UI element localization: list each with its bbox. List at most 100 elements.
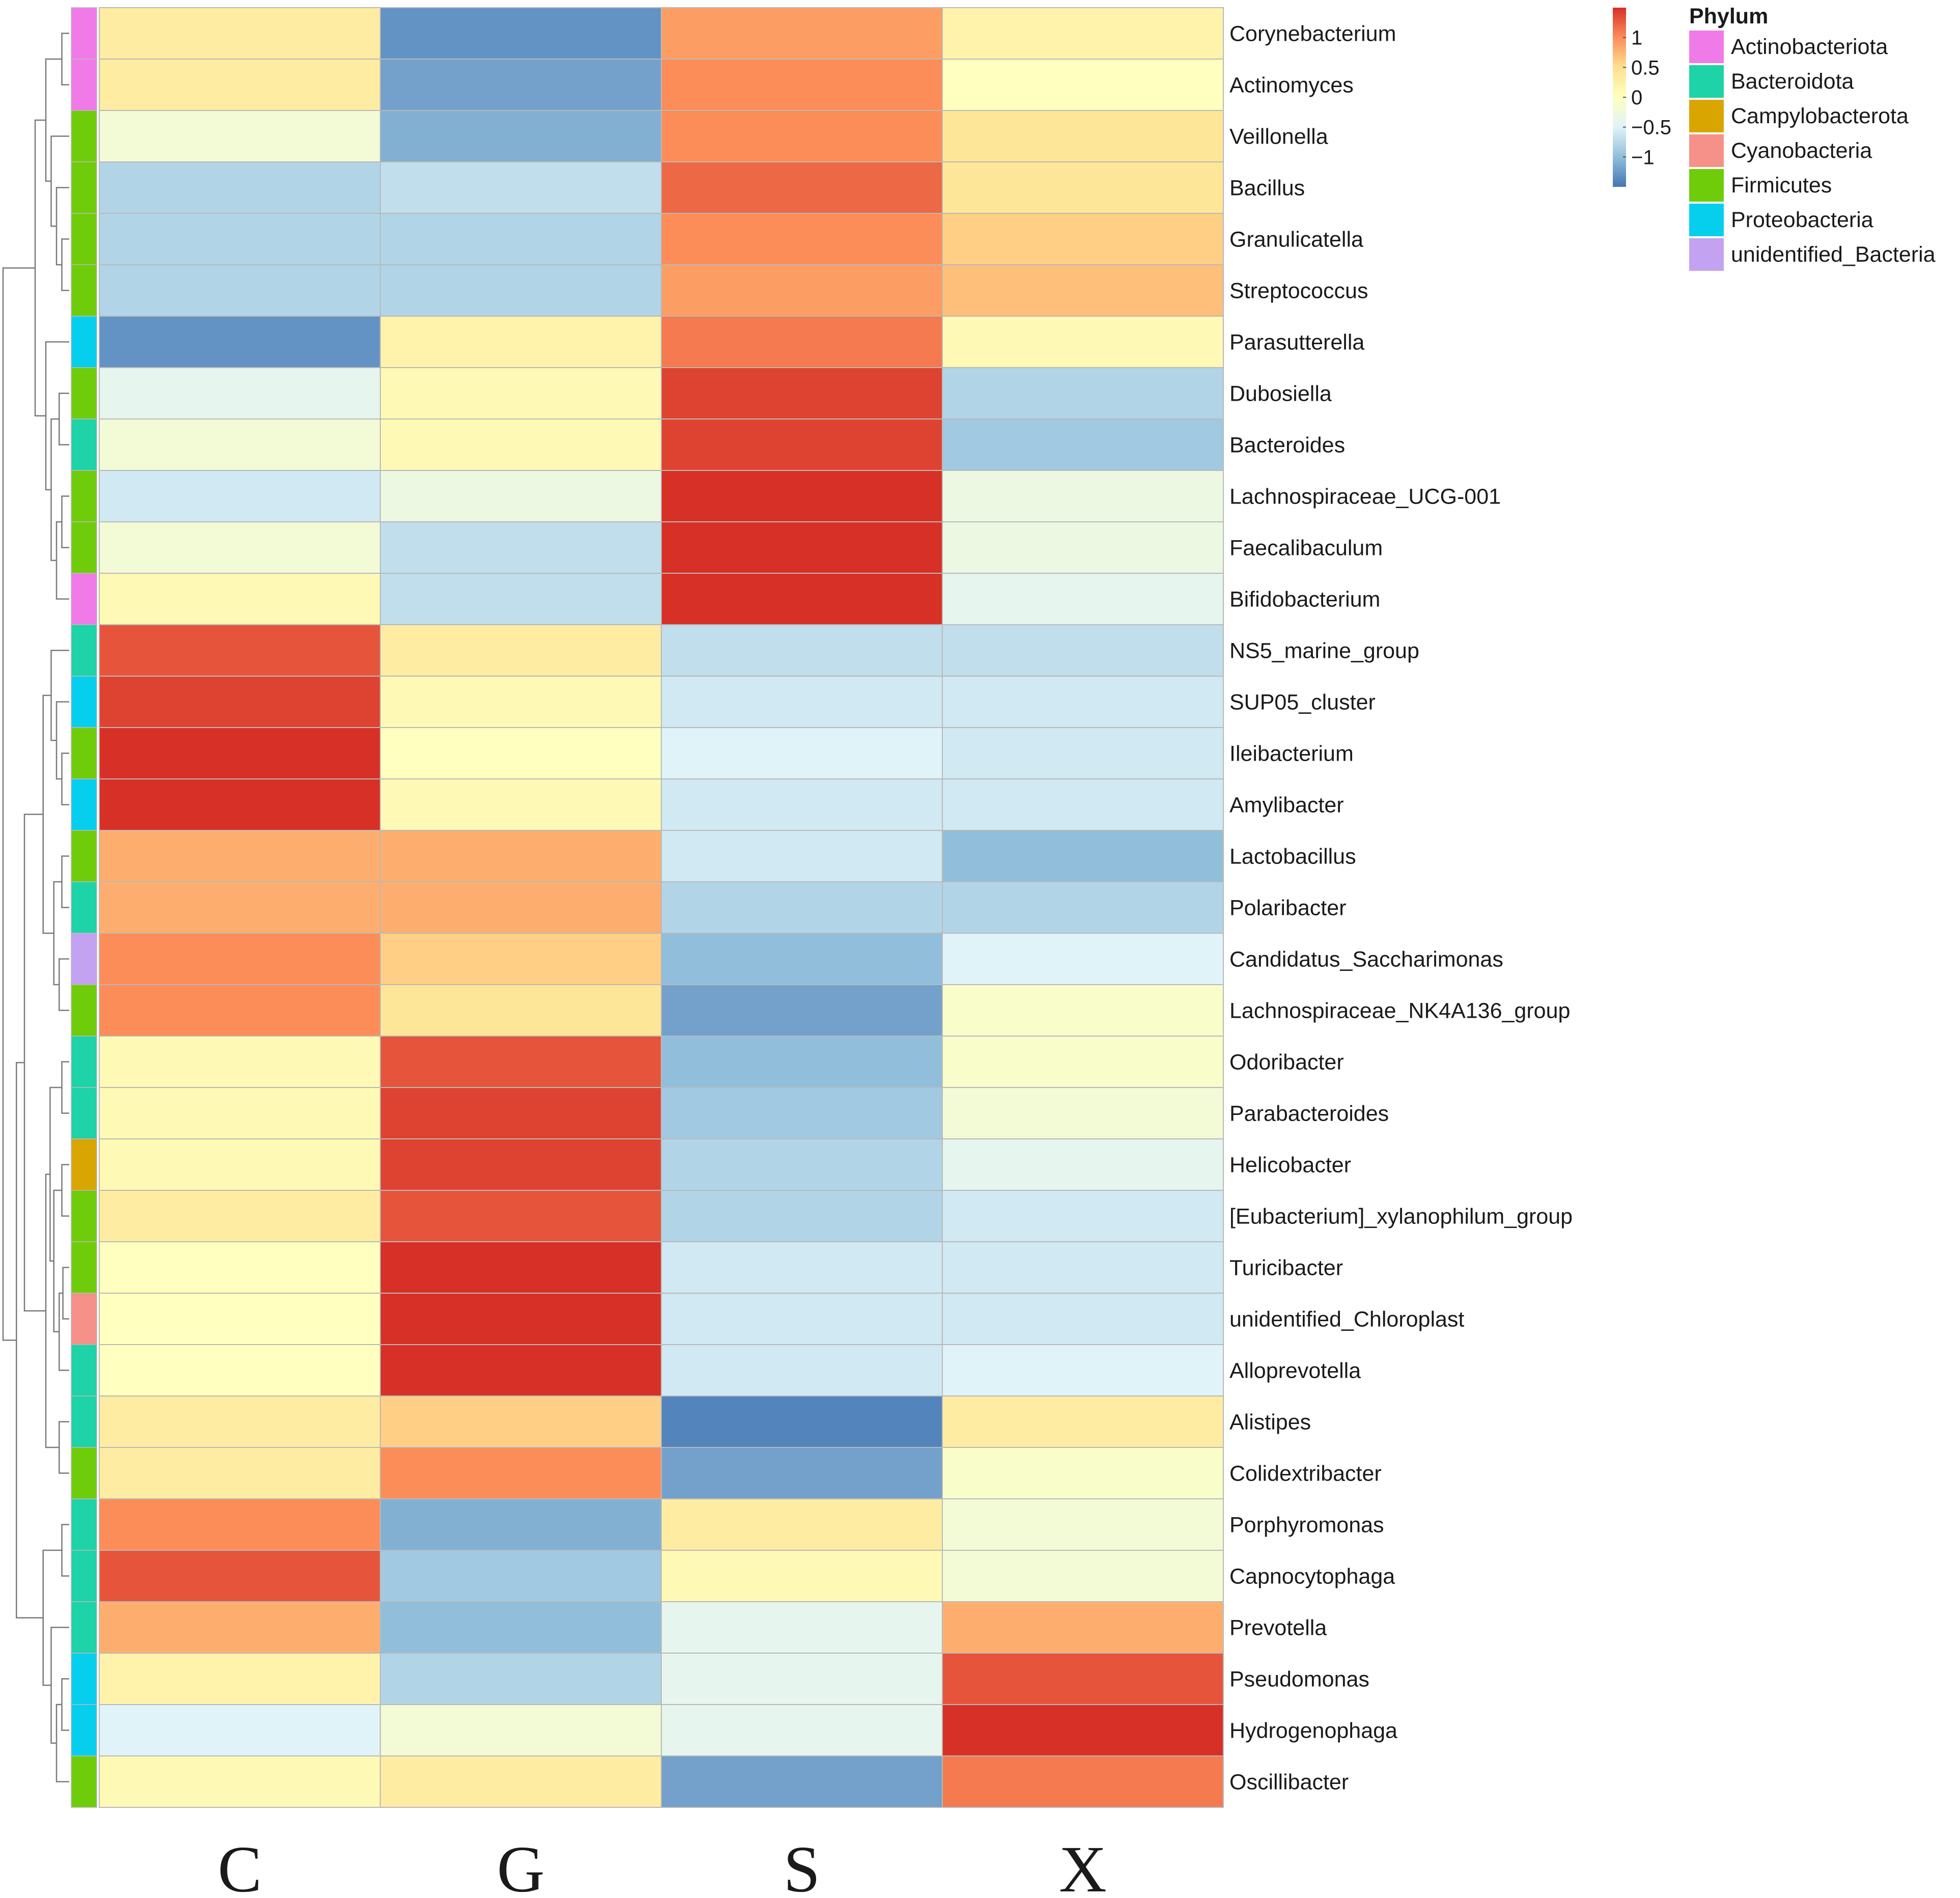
heatmap-cell: [661, 1498, 943, 1551]
heatmap-cell: [380, 1190, 662, 1242]
heatmap-cell: [942, 1704, 1224, 1756]
heatmap-cell: [99, 1241, 381, 1294]
row-label: Alistipes: [1229, 1410, 1311, 1435]
heatmap-cell: [99, 1447, 381, 1499]
heatmap-cell: [380, 1241, 662, 1294]
dendrogram-branch: [34, 119, 46, 416]
phylum-annotation-cell: [71, 727, 97, 779]
heatmap-cells: [99, 7, 1224, 1808]
heatmap-cell: [661, 984, 943, 1037]
heatmap-cell: [380, 7, 662, 60]
dendrogram-branch: [59, 958, 69, 1011]
phylum-annotation-cell: [71, 984, 97, 1037]
row-labels: Corynebacterium Actinomyces Veillonella Bac…: [1229, 22, 1573, 1795]
heatmap-cell: [942, 1550, 1224, 1602]
row-label: Corynebacterium: [1229, 22, 1396, 46]
heatmap-cell: [661, 1755, 943, 1808]
color-scale-tick-label: 0: [1631, 87, 1642, 109]
row-label: Parabacteroides: [1229, 1102, 1389, 1126]
legend-swatch: [1689, 31, 1724, 63]
heatmap-cell: [661, 161, 943, 214]
dendrogram-branch: [55, 701, 69, 780]
heatmap-cell: [99, 778, 381, 831]
heatmap-cell: [380, 778, 662, 831]
column-label: G: [497, 1833, 545, 1898]
heatmap-cell: [99, 573, 381, 625]
heatmap-cell: [942, 1653, 1224, 1705]
dendrogram-branch: [50, 418, 60, 561]
heatmap-cell: [380, 1293, 662, 1345]
heatmap-cell: [99, 1653, 381, 1705]
heatmap-cell: [661, 1550, 943, 1602]
heatmap-cell: [99, 521, 381, 574]
dendrogram-branch: [61, 1524, 69, 1577]
heatmap-cell: [661, 264, 943, 317]
heatmap-cell: [380, 830, 662, 882]
heatmap-cell: [661, 1601, 943, 1654]
dendrogram-branch: [61, 1061, 69, 1114]
heatmap-cell: [942, 1293, 1224, 1345]
phylum-annotation-cell: [71, 213, 97, 265]
heatmap-cell: [380, 881, 662, 934]
dendrogram-branch: [61, 495, 69, 548]
row-label: Bacteroides: [1229, 433, 1345, 458]
heatmap-cell: [661, 1447, 943, 1499]
heatmap-cell: [380, 676, 662, 728]
heatmap-cell: [942, 1241, 1224, 1294]
heatmap-cell: [380, 1087, 662, 1139]
heatmap-cell: [99, 1498, 381, 1551]
row-label: Candidatus_Saccharimonas: [1229, 947, 1503, 972]
phylum-annotation-cell: [71, 1447, 97, 1499]
heatmap-cell: [99, 264, 381, 317]
row-label: Lachnospiraceae_NK4A136_group: [1229, 999, 1570, 1023]
legend-swatch: [1689, 204, 1724, 236]
phylum-annotation-cell: [71, 573, 97, 625]
dendrogram-branch: [2, 267, 35, 1341]
row-dendrogram: [2, 33, 69, 1782]
heatmap-cell: [380, 213, 662, 265]
heatmap-cell: [661, 573, 943, 625]
column-label: C: [218, 1833, 262, 1898]
phylum-annotation-cell: [71, 1395, 97, 1448]
heatmap-cell: [99, 1395, 381, 1448]
phylum-annotation-cell: [71, 1087, 97, 1139]
dendrogram-branch: [61, 1678, 69, 1731]
heatmap-cell: [99, 59, 381, 111]
heatmap-cell: [99, 1293, 381, 1345]
heatmap-cell: [99, 727, 381, 779]
color-scale-tick-label: −1: [1631, 146, 1655, 169]
row-label: Odoribacter: [1229, 1050, 1344, 1075]
row-label: Actinomyces: [1229, 73, 1354, 98]
heatmap-cell: [99, 830, 381, 882]
heatmap-cell: [661, 830, 943, 882]
phylum-annotation-cell: [71, 264, 97, 317]
column-label: X: [1059, 1833, 1107, 1898]
legend-swatch: [1689, 65, 1724, 98]
heatmap-cell: [99, 367, 381, 420]
heatmap-cell: [942, 1755, 1224, 1808]
heatmap-cell: [99, 933, 381, 985]
heatmap-cell: [942, 676, 1224, 728]
dendrogram-branch: [59, 393, 69, 445]
row-label: Lactobacillus: [1229, 845, 1356, 869]
heatmap-cell: [661, 1036, 943, 1088]
heatmap-cell: [942, 213, 1224, 265]
phylum-annotation-cell: [71, 7, 97, 60]
legend-entry-label: Bacteroidota: [1731, 69, 1854, 94]
heatmap-cell: [99, 1190, 381, 1242]
heatmap-cell: [380, 984, 662, 1037]
heatmap-cell: [99, 418, 381, 471]
legend-entry-label: unidentified_Bacteria: [1731, 242, 1936, 267]
heatmap-cell: [99, 984, 381, 1037]
row-label: Ileibacterium: [1229, 742, 1354, 766]
phylum-annotation-cell: [71, 367, 97, 420]
dendrogram-branch: [55, 521, 69, 600]
heatmap-cell: [99, 1755, 381, 1808]
row-label: Granulicatella: [1229, 228, 1363, 252]
legend-swatch: [1689, 134, 1724, 167]
heatmap-cell: [380, 1653, 662, 1705]
phylum-annotation-cell: [71, 1138, 97, 1191]
dendrogram-branch: [59, 1292, 69, 1371]
phylum-annotation-cell: [71, 316, 97, 368]
color-scale-tick-label: 1: [1631, 27, 1642, 49]
